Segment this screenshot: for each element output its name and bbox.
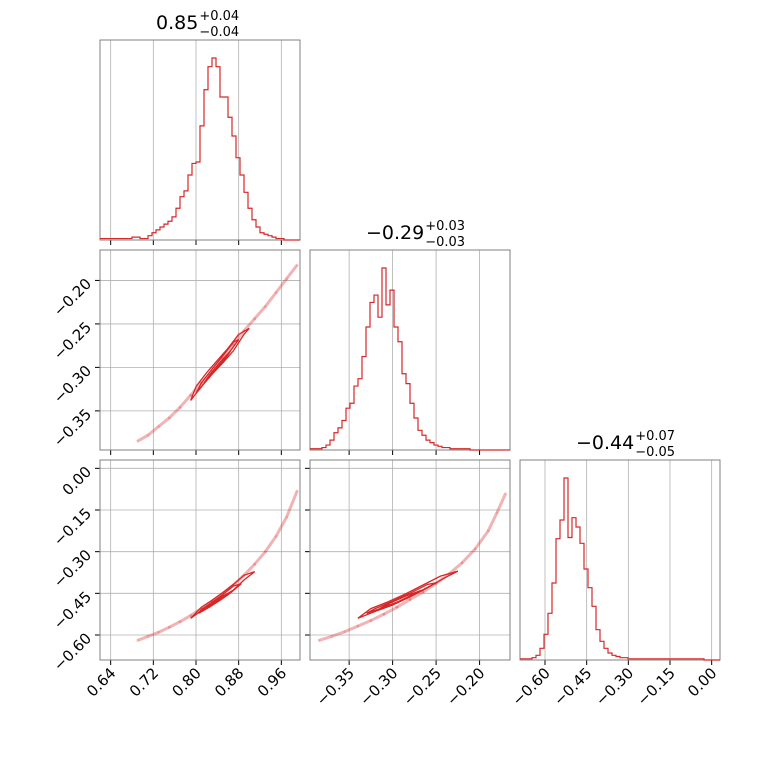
sample-point (178, 620, 182, 623)
panel-title-value: −0.44 (576, 432, 634, 454)
scatter-p1-p2-panel: −0.35−0.30−0.25−0.20 (50, 249, 301, 455)
density-contour (357, 570, 459, 619)
scatter-p2-p3-panel: −0.35−0.30−0.25−0.20 (305, 459, 511, 709)
sample-point (253, 562, 256, 566)
density-contour (206, 591, 232, 608)
x-tick-label: −0.60 (509, 664, 554, 709)
x-tick-label: 0.88 (211, 664, 247, 700)
x-tick-label: −0.35 (313, 664, 358, 709)
hist-p3-panel: −0.60−0.45−0.30−0.15 0.00 −0.44 +0.07−0.05 (509, 429, 721, 709)
axes-frame (309, 459, 511, 661)
sample-point (264, 305, 267, 308)
scatter-p1-p3-panel: 0.64 0.72 0.80 0.88 0.96 −0.60−0.45−0.30−0.15… (50, 459, 301, 700)
density-ridge (136, 489, 299, 642)
sample-point (296, 263, 299, 267)
sample-point (285, 277, 288, 280)
sample-point (486, 529, 490, 533)
histogram-line (100, 57, 300, 241)
y-tick-label: −0.30 (50, 362, 95, 407)
sample-point (178, 406, 182, 409)
hist-p2-panel: −0.29 +0.03−0.03 (309, 219, 511, 455)
y-tick-label: −0.15 (50, 504, 95, 549)
x-tick-label: 0.72 (126, 664, 162, 700)
sample-point (168, 416, 171, 420)
y-tick-label: −0.20 (50, 275, 95, 320)
panel-title-plus: +0.07 (635, 429, 675, 444)
axes-frame (519, 459, 721, 661)
x-tick-label: −0.30 (592, 664, 637, 709)
panel-title-plus: +0.04 (199, 9, 239, 24)
sample-point (274, 535, 278, 538)
sample-point (473, 547, 477, 551)
x-tick-label: −0.30 (356, 664, 401, 709)
x-tick-label: 0.80 (168, 664, 204, 700)
x-tick-label: −0.25 (400, 664, 445, 709)
sample-point (408, 598, 412, 601)
hist-p1-panel: 0.85 +0.04−0.04 (99, 9, 301, 245)
sample-point (157, 425, 160, 428)
x-tick-label: 0.64 (83, 664, 119, 700)
sample-point (296, 489, 299, 492)
axes-frame (99, 39, 301, 241)
x-tick-label: −0.15 (634, 664, 679, 709)
sample-point (369, 619, 373, 622)
panel-title-plus: +0.03 (425, 219, 465, 234)
density-ridge (318, 492, 508, 642)
y-tick-label: −0.45 (50, 588, 95, 633)
panel-title-value: −0.29 (366, 222, 424, 244)
sample-point (285, 515, 288, 519)
density-contour (203, 350, 232, 384)
density-contour (195, 338, 240, 394)
x-tick-label: −0.45 (550, 664, 595, 709)
corner-plot-panels: 0.85 +0.04−0.04−0.29 +0.03−0.03−0.60−0.45−… (50, 9, 721, 709)
panel-title-value: 0.85 (156, 12, 198, 34)
sample-point (356, 624, 360, 628)
sample-point (136, 639, 139, 642)
histogram-line (520, 477, 720, 661)
sample-point (274, 291, 278, 294)
sample-point (495, 511, 499, 515)
sample-point (343, 630, 347, 633)
axes-frame (309, 249, 511, 451)
y-tick-label: 0.00 (59, 463, 95, 499)
axes-frame (99, 459, 301, 661)
sample-point (136, 440, 139, 443)
sample-point (330, 635, 334, 638)
axes-frame (99, 249, 301, 451)
sample-point (189, 393, 192, 397)
y-tick-label: −0.30 (50, 546, 95, 591)
sample-point (146, 635, 150, 638)
y-tick-label: −0.35 (50, 405, 95, 450)
density-ridge (136, 263, 299, 443)
sample-point (168, 625, 171, 629)
sample-point (189, 614, 192, 617)
x-tick-label: 0.00 (684, 664, 720, 700)
sample-point (157, 630, 160, 634)
sample-point (460, 561, 464, 565)
y-tick-label: −0.60 (50, 629, 95, 674)
sample-point (421, 590, 425, 594)
sample-point (382, 612, 386, 616)
density-contour (379, 589, 421, 610)
x-tick-label: 0.96 (254, 664, 290, 700)
sample-point (504, 492, 507, 495)
x-tick-label: −0.20 (443, 664, 488, 709)
y-tick-label: −0.25 (50, 318, 95, 363)
sample-point (264, 550, 267, 553)
sample-point (253, 317, 256, 320)
sample-point (146, 433, 150, 437)
sample-point (317, 639, 320, 642)
panel-title-minus: −0.04 (199, 25, 239, 40)
panel-title-minus: −0.03 (425, 235, 465, 250)
panel-title-minus: −0.05 (635, 445, 675, 460)
sample-point (395, 605, 399, 609)
histogram-line (310, 267, 510, 451)
